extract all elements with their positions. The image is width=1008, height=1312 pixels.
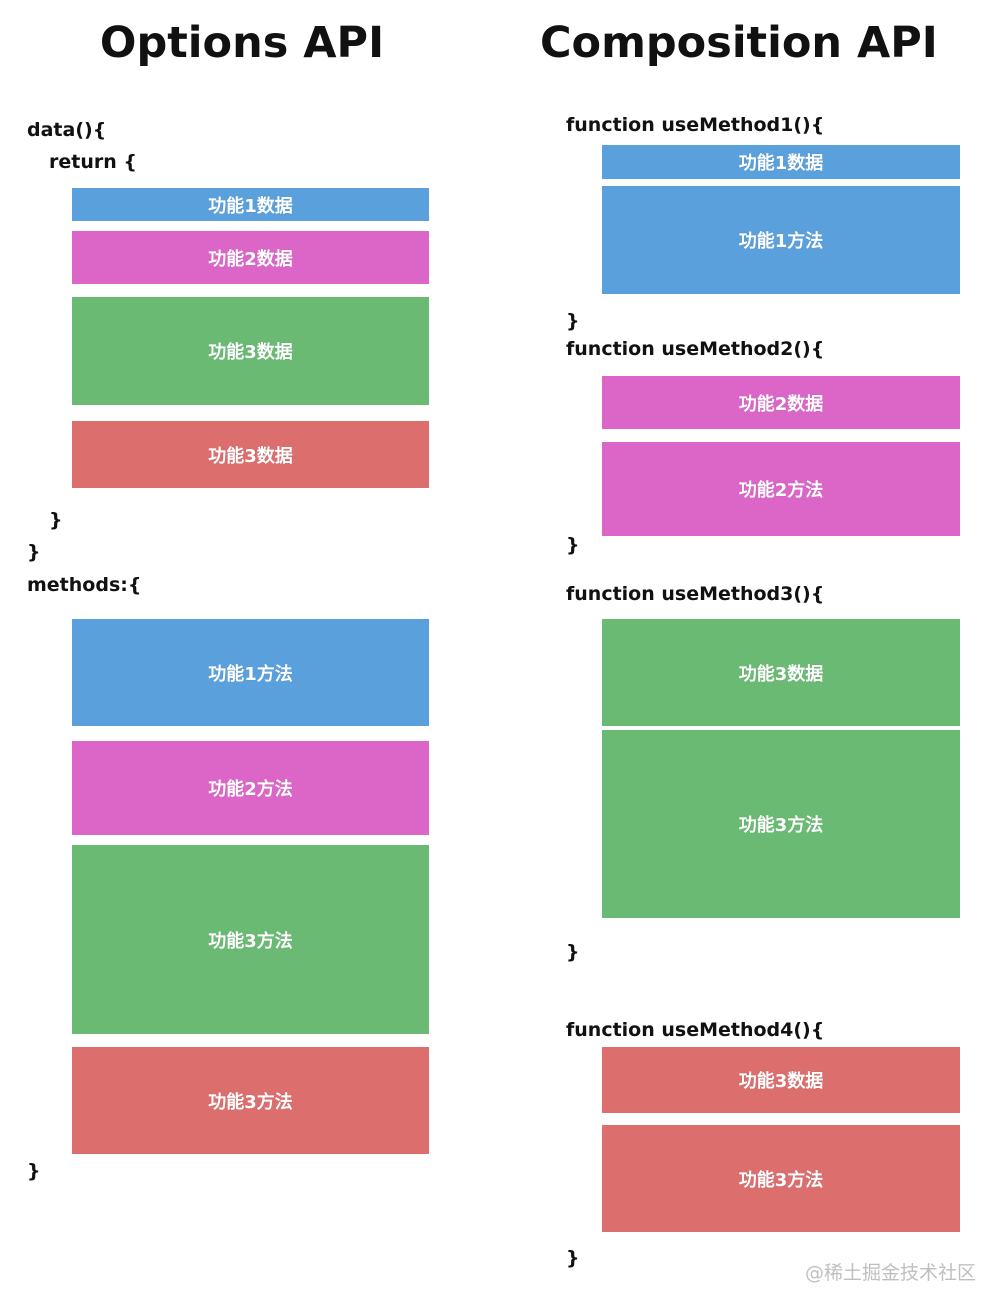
feature2-data-block: 功能2数据 [72, 231, 429, 284]
fn1-data-block: 功能1数据 [602, 145, 960, 179]
methods-close: } [27, 1160, 41, 1182]
fn3-method-block: 功能3方法 [602, 730, 960, 918]
feature2-method-block: 功能2方法 [72, 741, 429, 835]
fn4-method-block: 功能3方法 [602, 1125, 960, 1232]
feature1-method-block: 功能1方法 [72, 619, 429, 726]
methods-open: methods:{ [27, 574, 142, 596]
feature4-method-block: 功能3方法 [72, 1047, 429, 1154]
use-method3-signature: function useMethod3(){ [566, 583, 825, 605]
use-method4-close: } [566, 1247, 580, 1269]
fn3-data-block: 功能3数据 [602, 619, 960, 726]
feature3-method-block: 功能3方法 [72, 845, 429, 1034]
data-close: } [27, 541, 41, 563]
fn1-method-block: 功能1方法 [602, 186, 960, 294]
return-close: } [49, 509, 63, 531]
fn4-data-block: 功能3数据 [602, 1047, 960, 1113]
composition-api-title: Composition API [540, 18, 938, 68]
return-open: return { [49, 151, 137, 173]
use-method2-signature: function useMethod2(){ [566, 338, 825, 360]
use-method3-close: } [566, 941, 580, 963]
feature1-data-block: 功能1数据 [72, 188, 429, 221]
use-method1-signature: function useMethod1(){ [566, 114, 825, 136]
fn2-method-block: 功能2方法 [602, 442, 960, 536]
fn2-data-block: 功能2数据 [602, 376, 960, 429]
data-open: data(){ [27, 119, 107, 141]
use-method1-close: } [566, 310, 580, 332]
use-method2-close: } [566, 534, 580, 556]
watermark: @稀土掘金技术社区 [804, 1262, 976, 1284]
feature4-data-block: 功能3数据 [72, 421, 429, 488]
feature3-data-block: 功能3数据 [72, 297, 429, 405]
use-method4-signature: function useMethod4(){ [566, 1019, 825, 1041]
options-api-title: Options API [99, 18, 385, 68]
